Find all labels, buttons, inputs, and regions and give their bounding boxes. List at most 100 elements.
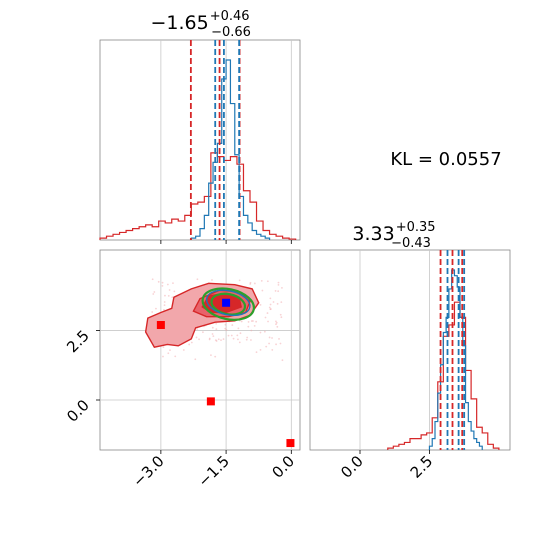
panel-frame [99,249,301,451]
scatter-point [232,337,235,340]
marker-square [156,321,165,329]
x-tick-label: 0.0 [337,452,367,482]
scatter-point [274,290,277,292]
markers [156,298,295,448]
scatter-point [220,339,222,342]
scatter-point [162,346,165,348]
scatter-point [269,303,272,306]
grid [100,250,300,450]
scatter-point [161,281,164,284]
scatter-point [276,302,279,305]
scatter-point [280,301,283,304]
scatter-point [188,343,191,346]
scatter-point [250,329,253,332]
scatter-point [268,336,271,339]
scatter-point [163,308,165,311]
scatter-point [238,341,241,344]
scatter-point [271,337,273,339]
scatter-point [164,294,166,297]
scatter-point [266,312,269,314]
quantile-lines [439,250,466,450]
scatter-point [210,354,212,356]
scatter-point [247,321,250,323]
scatter-point [214,355,217,358]
scatter-point [196,278,199,281]
scatter-point [280,316,283,319]
scatter-point [246,336,249,339]
scatter-point [236,334,239,337]
marker-square [286,439,295,448]
scatter-point [261,289,264,292]
scatter-point [265,345,268,348]
quantile-lines [189,40,241,240]
title-plus: +0.35 [396,220,436,235]
scatter-point [167,294,170,297]
scatter-point [247,325,250,328]
scatter-point [163,301,166,303]
scatter-point [166,283,169,286]
scatter-point [266,280,269,283]
x-tick-label: −1.5 [194,452,232,490]
scatter-point [269,308,272,310]
scatter-point [278,338,280,340]
scatter-point [225,329,228,331]
scatter-point [279,313,282,316]
scatter-point [263,330,266,333]
kl-annotation: KL = 0.0557 [390,149,501,170]
scatter-point [215,322,218,325]
histogram-step [428,269,483,450]
histogram-step [190,59,271,240]
scatter-point [227,334,230,337]
scatter-point [255,351,258,354]
scatter-point [169,349,171,352]
marker-square [206,397,215,406]
scatter-point [224,327,227,330]
scatter-point [271,349,274,351]
scatter-point [212,335,215,338]
marginal-title-param-1: −1.65+0.46 −0.66 [150,9,250,40]
title-minus: −0.43 [391,236,431,251]
scatter-point [230,334,233,337]
scatter-point [281,359,284,362]
scatter-point [211,326,214,329]
scatter-point [267,320,269,323]
scatter-point [237,338,239,341]
scatter-point [161,284,164,287]
scatter-point [222,338,225,340]
scatter-point [272,301,275,303]
scatter-point [195,336,198,339]
scatter-point [239,332,242,335]
scatter-point [152,293,155,295]
scatter-point [153,291,156,293]
scatter-point [279,342,282,345]
scatter-point [182,349,185,351]
marginal-title-param-2: 3.33+0.35 −0.43 [352,220,435,251]
scatter-point [277,283,280,286]
scatter-point [255,320,258,323]
x-tick-label: −3.0 [129,452,167,490]
scatter-point [264,316,267,319]
scatter-point [215,328,218,331]
scatter-point [168,289,171,291]
scatter-point [208,338,211,341]
scatter-point [259,303,262,306]
panel-frame [99,39,301,241]
scatter-point [277,281,280,284]
scatter-point [202,331,204,334]
scatter-point [275,320,277,323]
title-median: −1.65 [150,12,208,34]
scatter-point [245,338,248,341]
title-plus: +0.46 [210,9,250,24]
title-minus: −0.66 [211,25,251,40]
title-median: 3.33 [352,223,394,245]
scatter-point [275,323,277,326]
scatter-point [163,304,166,307]
histogram-series [387,269,500,450]
scatter-point [194,358,197,361]
scatter-point [281,286,283,289]
scatter-point [151,278,154,281]
scatter-point [260,279,263,282]
scatter-point [155,307,157,310]
scatter-point [157,280,160,283]
scatter-point [237,327,240,330]
